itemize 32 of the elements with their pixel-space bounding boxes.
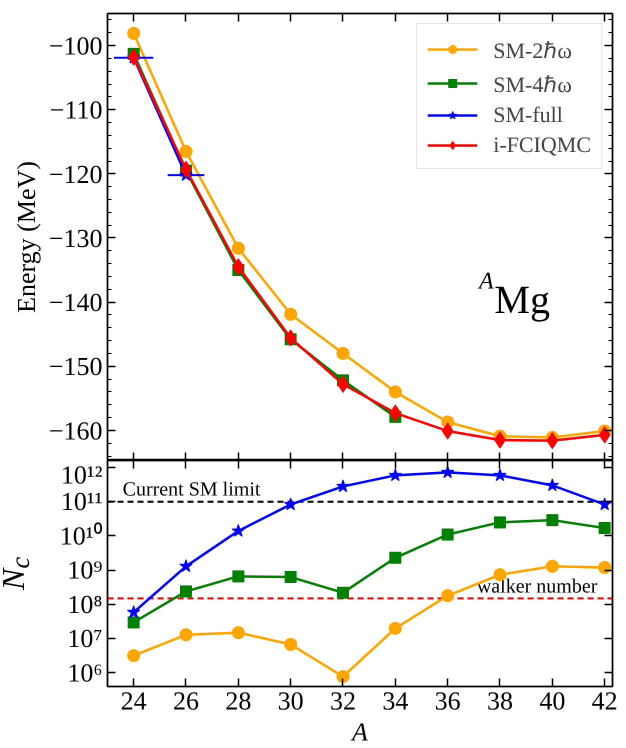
y-tick-label: −160 (48, 416, 103, 446)
x-axis-title: A (350, 718, 368, 746)
y-tick-label: −100 (48, 32, 103, 61)
x-tick-label: 40 (539, 686, 566, 716)
y-tick-label: 10⁸ (67, 590, 103, 619)
ref-line-label: Current SM limit (122, 478, 261, 501)
x-tick-label: 26 (172, 686, 199, 716)
y-tick-label: −140 (48, 288, 103, 318)
x-tick-label: 24 (120, 686, 147, 716)
y-tick-label: −120 (48, 160, 103, 189)
x-tick-label: 30 (278, 686, 304, 716)
x-tick-label: 36 (434, 686, 461, 716)
x-tick-label: 38 (486, 686, 513, 716)
y-tick-label: −110 (50, 96, 103, 125)
x-tick-label: 32 (330, 686, 356, 716)
y-tick-label: 10⁹ (67, 556, 103, 585)
x-tick-label: 42 (592, 686, 618, 716)
legend-label: i-FCIQMC (493, 132, 591, 158)
y-tick-label: 10⁷ (67, 624, 103, 654)
legend-label: SM-2ℏω (493, 37, 572, 64)
x-tick-label: 28 (225, 686, 252, 716)
y-tick-label: −150 (48, 352, 103, 382)
legend-label: SM-4ℏω (493, 71, 572, 98)
ref-line-label: walker number (476, 575, 598, 598)
y-axis-title: Energy (MeV) (12, 161, 41, 313)
x-tick-label: 34 (382, 686, 408, 716)
legend-label: SM-full (493, 102, 563, 128)
y-tick-label: −130 (48, 224, 103, 253)
y-tick-label: 10¹² (60, 460, 103, 490)
y-tick-label: 10¹⁰ (60, 521, 102, 550)
y-tick-label: 10¹¹ (60, 487, 103, 516)
y-tick-label: 10⁶ (67, 658, 103, 688)
